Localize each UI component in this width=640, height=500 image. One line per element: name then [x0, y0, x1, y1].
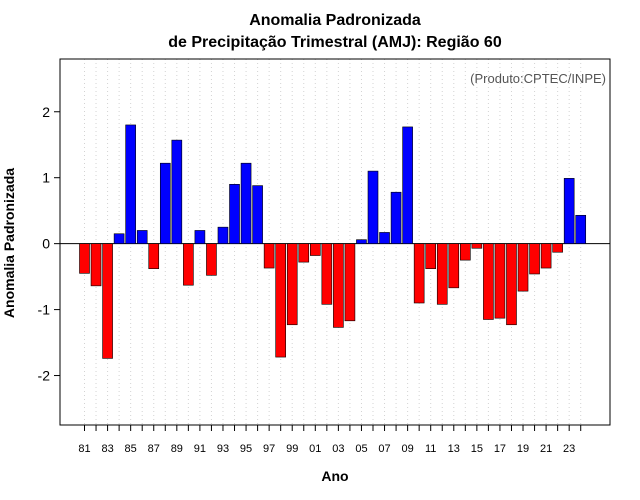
x-axis: 81 83 85 87 89 91 93 95 97 99 01 03 05 07 09 11 13 15 17 19…	[78, 425, 582, 455]
bar-2010	[413, 243, 425, 304]
x-tick-label: 17	[494, 443, 506, 455]
bar-1983	[102, 243, 113, 359]
bar-1988	[159, 162, 171, 244]
credit-label: (Produto:CPTEC/INPE)	[470, 71, 606, 86]
bar-1998	[275, 243, 286, 358]
x-tick-label: 87	[148, 443, 160, 455]
bar-2023	[563, 178, 575, 244]
bar-1981	[79, 243, 90, 274]
x-tick-label: 23	[563, 443, 575, 455]
bar-2024	[575, 214, 587, 244]
x-tick-label: 93	[217, 443, 229, 455]
bar-2017	[494, 243, 506, 319]
y-axis-title: Anomalia Padronizada	[1, 168, 17, 318]
y-tick-label: -2	[38, 368, 51, 384]
bar-1992	[206, 243, 217, 276]
bar-2000	[298, 243, 310, 263]
x-tick-label: 95	[240, 443, 252, 455]
y-tick-label: 1	[42, 170, 50, 186]
bar-1982	[90, 243, 102, 287]
y-axis: -2 -1 0 1 2	[38, 104, 60, 384]
x-tick-label: 11	[425, 443, 436, 455]
bar-2016	[483, 243, 494, 320]
bar-2020	[529, 243, 540, 275]
bar-2009	[402, 126, 413, 244]
bar-1984	[113, 233, 125, 244]
y-tick-label: 2	[42, 104, 50, 120]
chart-title: Anomalia Padronizada	[249, 12, 421, 29]
bar-1991	[194, 230, 206, 244]
x-tick-label: 01	[309, 443, 321, 455]
bar-2019	[517, 243, 529, 292]
bar-1989	[171, 139, 183, 244]
bar-2008	[390, 191, 402, 244]
x-tick-label: 99	[286, 443, 298, 455]
x-tick-label: 21	[540, 443, 552, 455]
chart-subtitle: de Precipitação Trimestral (AMJ): Região…	[168, 34, 502, 51]
x-tick-label: 07	[378, 443, 390, 455]
x-tick-label: 15	[471, 443, 483, 455]
x-tick-label: 19	[517, 443, 529, 455]
plot-area	[59, 58, 611, 426]
bar-1986	[136, 230, 148, 244]
x-axis-title: Ano	[321, 468, 348, 484]
bar-2014	[460, 243, 471, 261]
x-tick-label: 97	[263, 443, 275, 455]
x-tick-label: 05	[355, 443, 367, 455]
bar-2012	[436, 243, 448, 305]
bar-2022	[552, 243, 563, 253]
y-tick-label: 0	[42, 236, 50, 252]
x-tick-label: 09	[401, 443, 413, 455]
gridlines	[84, 59, 582, 425]
bar-2018	[506, 243, 517, 326]
bar-1993	[217, 226, 229, 244]
bar-1996	[252, 185, 263, 244]
bar-1997	[263, 243, 275, 269]
bar-2001	[309, 243, 321, 256]
x-tick-label: 03	[332, 443, 344, 455]
x-tick-label: 89	[171, 443, 183, 455]
bar-1987	[148, 243, 160, 270]
bar-1999	[286, 243, 298, 326]
bar-2003	[333, 243, 344, 328]
bar-2013	[448, 243, 460, 289]
bar-2004	[344, 243, 356, 322]
x-tick-label: 13	[448, 443, 460, 455]
bar-1990	[183, 243, 194, 286]
bars	[79, 124, 587, 359]
x-tick-label: 91	[194, 443, 206, 455]
bar-2011	[425, 243, 437, 270]
bar-2005	[356, 239, 367, 244]
bar-2007	[379, 232, 390, 244]
y-tick-label: -1	[38, 302, 51, 318]
x-tick-label: 83	[101, 443, 113, 455]
bar-2021	[540, 243, 552, 269]
bar-1995	[240, 162, 252, 244]
bar-1994	[229, 183, 240, 244]
bar-2002	[321, 243, 333, 305]
bar-2006	[367, 170, 379, 244]
x-tick-label: 81	[78, 443, 90, 455]
bar-1985	[125, 124, 136, 244]
x-tick-label: 85	[125, 443, 137, 455]
bar-2015	[471, 243, 483, 249]
